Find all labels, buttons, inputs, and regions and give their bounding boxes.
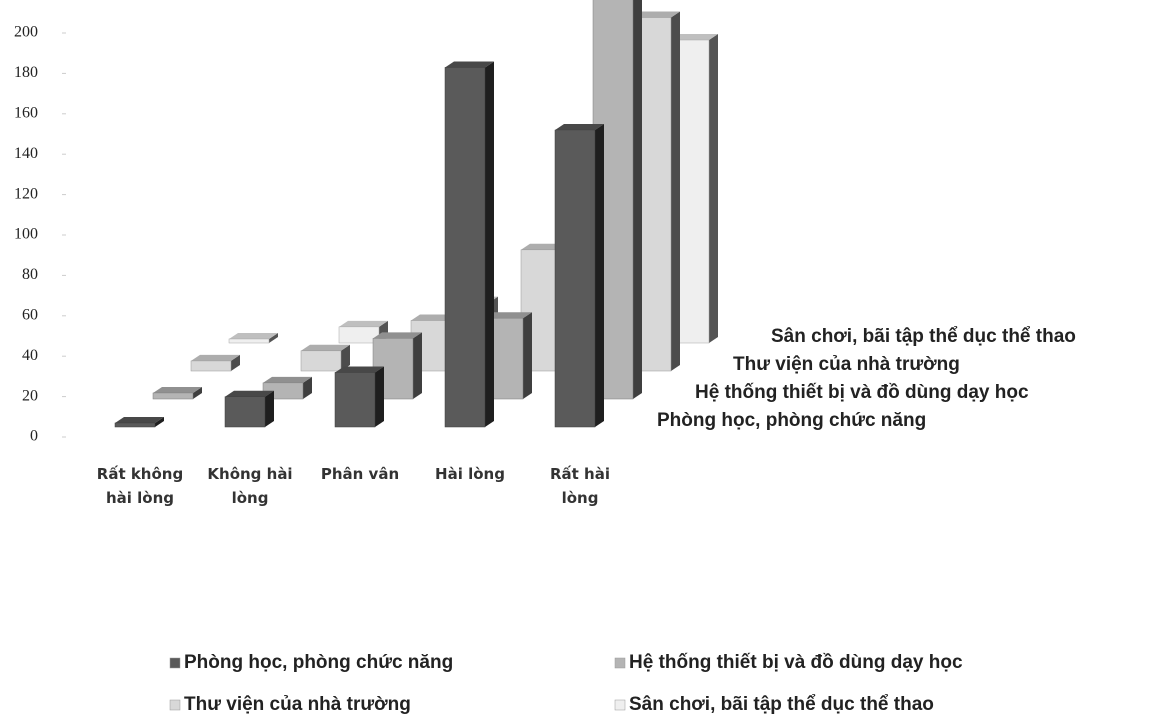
- bar-top: [225, 390, 274, 397]
- y-tick-label: 20: [22, 387, 38, 404]
- bar-side: [633, 0, 642, 399]
- y-tick-label: 120: [14, 185, 38, 202]
- bar: [228, 338, 270, 344]
- bar-top: [373, 332, 422, 339]
- bar-side: [595, 124, 604, 427]
- bar-top: [445, 61, 494, 68]
- bar-top: [631, 11, 680, 18]
- bar-top: [669, 34, 718, 40]
- bar-top: [339, 320, 388, 327]
- y-tick-label: 40: [22, 347, 38, 364]
- x-tick-label: Rất hài lòng: [549, 465, 610, 507]
- bar-side: [413, 332, 422, 399]
- y-tick-label: 100: [14, 226, 38, 243]
- legend-marker: [614, 657, 626, 669]
- y-tick-label: 60: [22, 306, 38, 323]
- depth-label: Thư viện của nhà trường: [733, 354, 960, 375]
- bar: [300, 350, 342, 372]
- bar-side: [485, 61, 494, 427]
- bar: [554, 129, 596, 428]
- bar-side: [155, 416, 164, 427]
- y-tick-label: 0: [30, 428, 38, 445]
- y-tick-label: 160: [14, 104, 38, 121]
- bar: [114, 422, 156, 428]
- bar-side: [341, 344, 350, 371]
- bar-top: [555, 124, 604, 131]
- bar-side: [193, 386, 202, 399]
- bar-top: [229, 332, 278, 339]
- bar-side: [231, 354, 240, 371]
- bar-side: [303, 376, 312, 399]
- y-tick-label: 80: [22, 266, 38, 283]
- bar-top: [483, 312, 532, 319]
- bar-top: [301, 344, 350, 351]
- bar: [334, 372, 376, 428]
- legend-label: Phòng học, phòng chức năng: [184, 652, 453, 673]
- x-tick-label: Phân vân: [320, 465, 400, 483]
- depth-label: Sân chơi, bãi tập thể dục thể thao: [771, 326, 1076, 347]
- bar-side: [375, 366, 384, 427]
- depth-label: Hệ thống thiết bị và đồ dùng dạy học: [695, 382, 1029, 403]
- legend-marker: [169, 699, 181, 711]
- bar: [190, 360, 232, 372]
- legend-marker: [169, 657, 181, 669]
- x-tick-label: Rất không hài lòng: [96, 465, 184, 507]
- bar-side: [709, 34, 718, 343]
- bar: [444, 67, 486, 428]
- bar: [224, 396, 266, 428]
- bar-side: [265, 390, 274, 427]
- x-tick-label: Hài lòng: [435, 465, 505, 483]
- bar-top: [153, 386, 202, 393]
- bar-top: [191, 354, 240, 361]
- y-tick-label: 140: [14, 145, 38, 162]
- depth-label: Phòng học, phòng chức năng: [657, 410, 926, 431]
- y-tick-label: 200: [14, 24, 38, 41]
- x-tick-label: Không hài lòng: [207, 465, 293, 507]
- legend-marker: [614, 699, 626, 711]
- legend-label: Hệ thống thiết bị và đồ dùng dạy học: [629, 652, 963, 673]
- legend-label: Thư viện của nhà trường: [184, 694, 411, 715]
- bar-side: [269, 332, 278, 343]
- bar-top: [263, 376, 312, 383]
- bar-top: [115, 416, 164, 423]
- legend-label: Sân chơi, bãi tập thể dục thể thao: [629, 694, 934, 715]
- bar-side: [523, 312, 532, 399]
- bar-top: [335, 366, 384, 373]
- bar-side: [671, 11, 680, 371]
- y-tick-label: 180: [14, 64, 38, 81]
- bar: [152, 392, 194, 400]
